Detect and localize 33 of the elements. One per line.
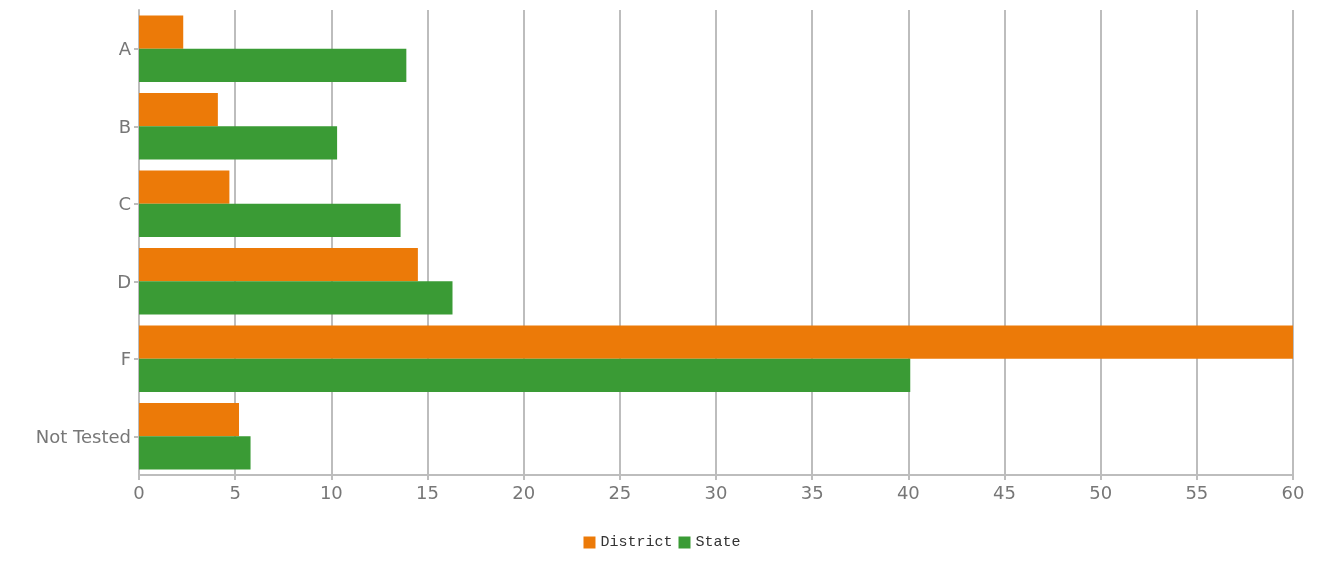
x-tick-label: 5	[229, 481, 241, 503]
bar	[139, 126, 338, 160]
bar	[139, 92, 218, 127]
x-tick-label: 60	[1281, 481, 1305, 503]
bar	[139, 48, 407, 83]
x-tick-label: 45	[993, 481, 1016, 503]
bar	[139, 325, 1293, 359]
bar	[139, 281, 453, 315]
bar	[139, 436, 251, 470]
legend-label: State	[695, 534, 741, 551]
y-tick-label: F	[120, 348, 131, 370]
bar	[139, 203, 401, 238]
y-tick-label: A	[118, 38, 132, 60]
y-tick-label: D	[117, 270, 131, 292]
x-tick-label: 35	[800, 481, 824, 503]
legend-label: District	[600, 534, 673, 551]
x-tick-label: 30	[704, 481, 728, 503]
y-tick-label: Not Tested	[35, 425, 131, 447]
y-tick-label: B	[118, 115, 131, 137]
x-tick-label: 0	[133, 481, 145, 503]
bar	[139, 358, 911, 393]
x-tick-label: 50	[1089, 481, 1113, 503]
bar	[139, 402, 240, 437]
x-tick-label: 40	[896, 481, 920, 503]
x-tick-label: 20	[512, 481, 536, 503]
x-tick-label: 15	[416, 481, 439, 503]
bar	[139, 170, 230, 204]
bar	[139, 247, 418, 282]
x-tick-label: 55	[1185, 481, 1209, 503]
x-tick-label: 25	[608, 481, 632, 503]
bar	[139, 15, 184, 49]
y-tick-label: C	[118, 193, 131, 215]
x-tick-label: 10	[319, 481, 343, 503]
